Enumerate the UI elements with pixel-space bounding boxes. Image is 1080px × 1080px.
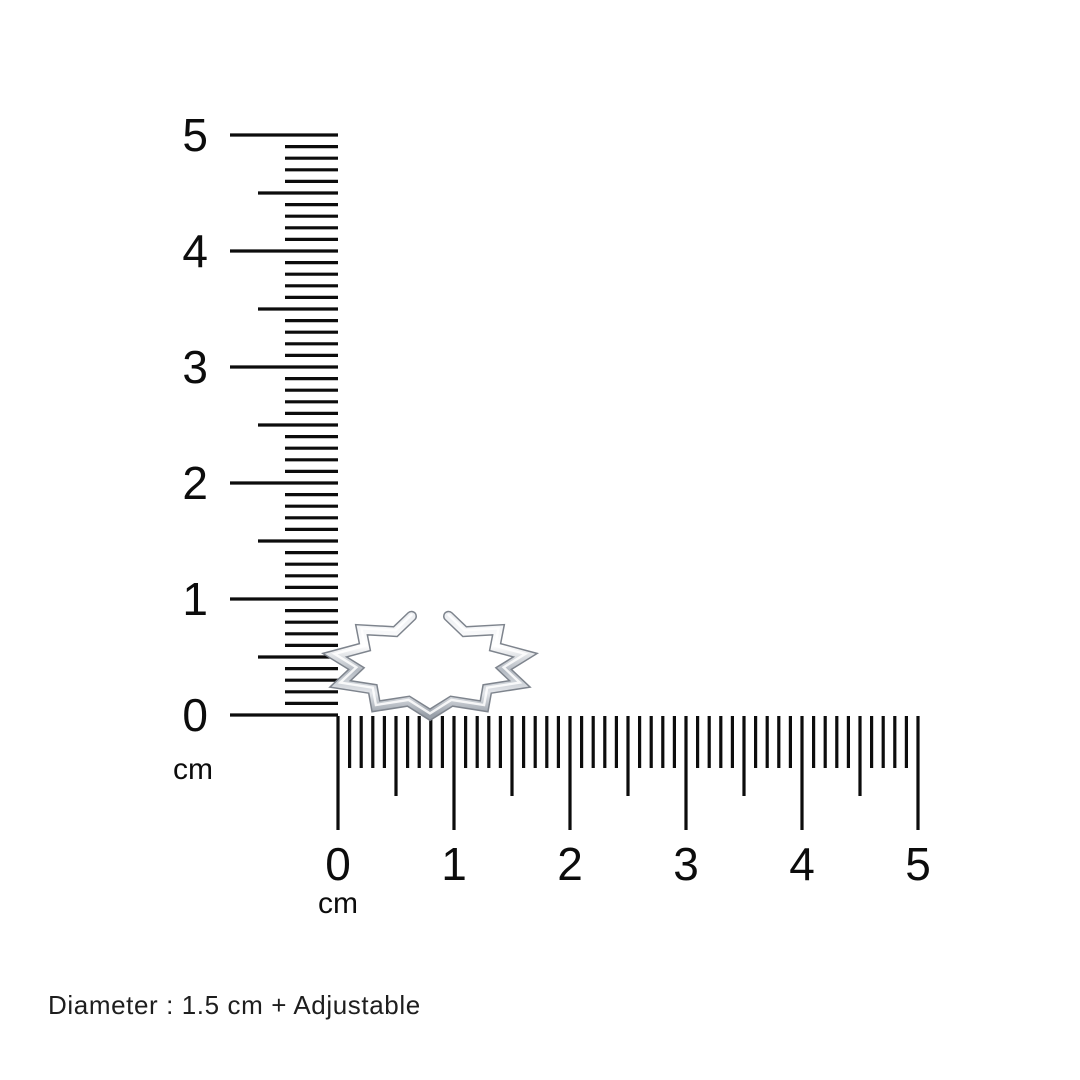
- v-ruler-number-2: 2: [182, 457, 208, 509]
- h-ruler-number-3: 3: [673, 838, 699, 890]
- diameter-caption: Diameter : 1.5 cm + Adjustable: [48, 990, 421, 1020]
- v-ruler-number-5: 5: [182, 109, 208, 161]
- h-ruler-number-0: 0: [325, 838, 351, 890]
- v-ruler-number-1: 1: [182, 573, 208, 625]
- h-ruler-number-1: 1: [441, 838, 467, 890]
- v-ruler-number-0: 0: [182, 689, 208, 741]
- v-ruler-number-3: 3: [182, 341, 208, 393]
- product-ring-image: [320, 610, 540, 722]
- h-ruler-unit-label: cm: [318, 887, 358, 920]
- horizontal-ruler: 0 1 2 3 4 5 cm: [318, 716, 931, 920]
- v-ruler-number-4: 4: [182, 225, 208, 277]
- h-ruler-number-5: 5: [905, 838, 931, 890]
- h-ruler-number-4: 4: [789, 838, 815, 890]
- ring-band-body: [324, 612, 536, 720]
- vertical-ruler: 0 1 2 3 4 5 cm: [173, 109, 338, 786]
- ring-band-highlight: [331, 613, 529, 715]
- v-ruler-unit-label: cm: [173, 753, 213, 786]
- h-ruler-number-2: 2: [557, 838, 583, 890]
